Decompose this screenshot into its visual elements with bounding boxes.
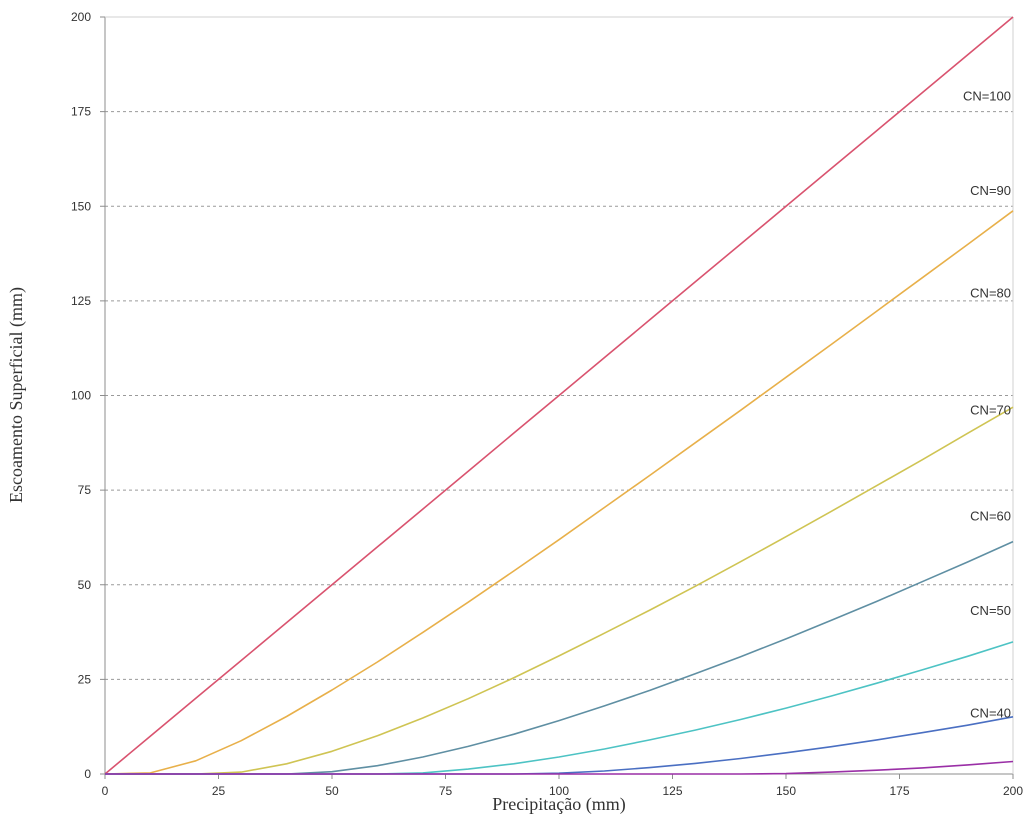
y-axis-title: Escoamento Superficial (mm) <box>6 287 27 503</box>
x-tick-label: 125 <box>662 784 682 798</box>
series-label-cn-40: CN=40 <box>970 705 1011 720</box>
series-line-cn-80 <box>105 406 1014 775</box>
y-tick-label: 200 <box>71 10 91 24</box>
x-tick-label: 0 <box>102 784 109 798</box>
y-tick-label: 25 <box>78 672 92 686</box>
x-axis-title: Precipitação (mm) <box>492 794 625 815</box>
series-label-cn-50: CN=50 <box>970 603 1011 618</box>
y-tick-label: 100 <box>71 389 91 403</box>
y-tick-label: 75 <box>78 483 92 497</box>
x-tick-label: 100 <box>549 784 569 798</box>
series-labels-layer: CN=100 CN=90 CN=80 CN=70 CN=60 CN=50 CN=40 <box>963 88 1011 720</box>
ticks-layer: 0 25 50 75 100 125 150 175 200 0 25 50 75 100 125 150 17… <box>71 10 1023 798</box>
x-tick-label: 25 <box>212 784 226 798</box>
series-label-cn-100: CN=100 <box>963 88 1011 103</box>
y-tick-label: 175 <box>71 105 91 119</box>
series-label-cn-70: CN=70 <box>970 403 1011 418</box>
series-label-cn-60: CN=60 <box>970 509 1011 524</box>
series-line-cn-40 <box>105 760 1014 775</box>
y-tick-label: 125 <box>71 294 91 308</box>
x-tick-label: 150 <box>776 784 796 798</box>
x-tick-label: 50 <box>325 784 339 798</box>
x-tick-label: 75 <box>439 784 453 798</box>
x-tick-label: 200 <box>1003 784 1023 798</box>
series-line-cn-100 <box>104 16 1014 775</box>
y-tick-label: 150 <box>71 199 91 213</box>
x-tick-label: 175 <box>889 784 909 798</box>
y-tick-label: 50 <box>78 578 92 592</box>
series-layer <box>104 16 1014 775</box>
series-label-cn-80: CN=80 <box>970 285 1011 300</box>
y-tick-label: 0 <box>84 767 91 781</box>
series-line-cn-90 <box>104 210 1014 775</box>
series-label-cn-90: CN=90 <box>970 183 1011 198</box>
